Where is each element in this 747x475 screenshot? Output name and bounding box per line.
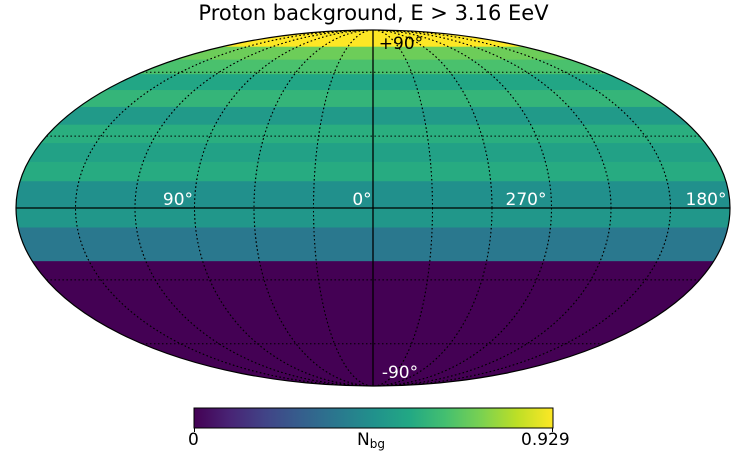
lon-label-270: 270°	[506, 190, 547, 210]
lon-label-0: 0°	[352, 190, 371, 210]
lon-label-90: 90°	[163, 190, 193, 210]
map-title: Proton background, E > 3.16 EeV	[198, 1, 549, 25]
lat-label-top: +90°	[379, 34, 423, 54]
colorbar	[193, 407, 554, 429]
lat-label-bottom: -90°	[382, 363, 418, 383]
lon-label-180: 180°	[686, 190, 727, 210]
colorbar-label: Nbg	[357, 430, 385, 451]
colorbar-max-label: 0.929	[521, 430, 570, 450]
colorbar-min-label: 0	[188, 430, 199, 450]
